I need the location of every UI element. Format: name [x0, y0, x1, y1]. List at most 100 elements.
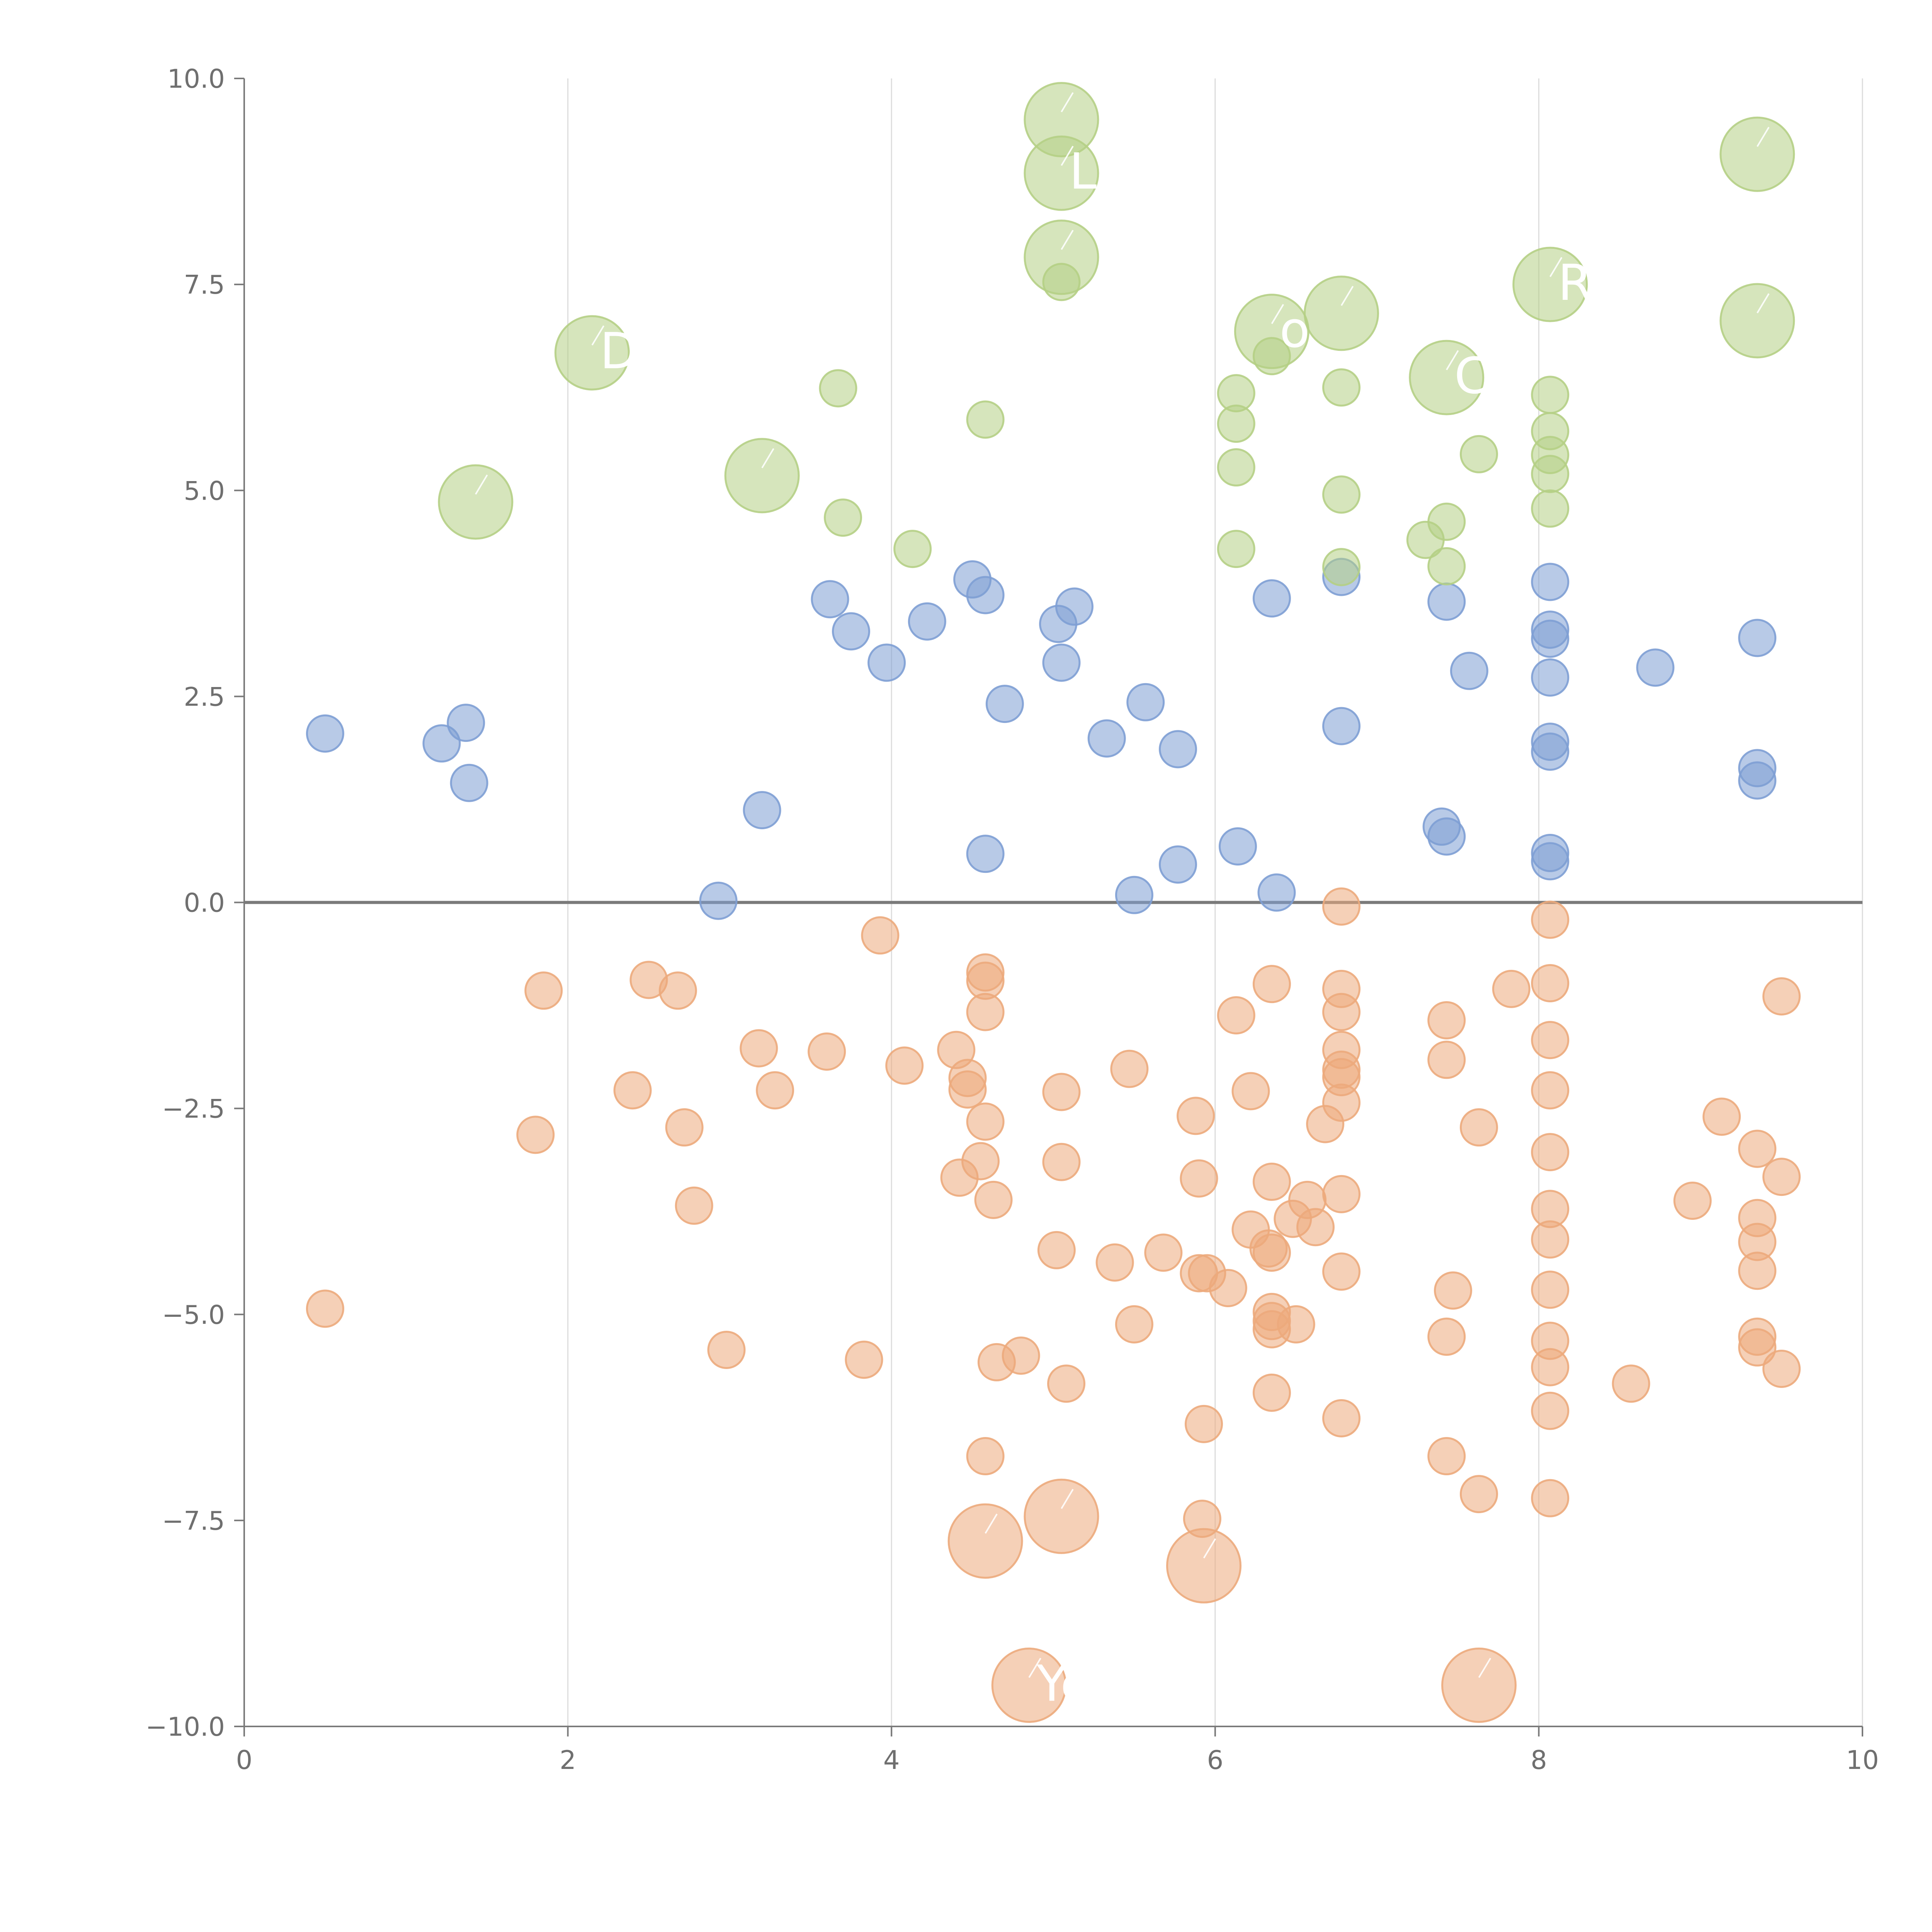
point-label: Co — [1454, 347, 1519, 405]
label-leader-line — [475, 474, 488, 495]
data-point — [1427, 1001, 1466, 1039]
data-point — [524, 971, 563, 1010]
highlighted-point — [1719, 116, 1795, 192]
y-tick-label: 10.0 — [167, 64, 225, 94]
label-leader-line — [591, 325, 605, 346]
data-point — [1531, 1071, 1570, 1110]
data-point — [1531, 1391, 1570, 1430]
data-point — [1296, 1208, 1335, 1247]
data-point — [1055, 587, 1094, 626]
label-leader-line — [1061, 92, 1074, 112]
data-point — [447, 704, 485, 742]
data-point — [845, 1340, 883, 1379]
highlighted-point — [1166, 1528, 1242, 1604]
data-point — [665, 1108, 704, 1147]
data-point — [1184, 1405, 1223, 1443]
data-point — [1427, 817, 1466, 856]
label-leader-line — [761, 448, 774, 468]
highlighted-point — [1303, 276, 1379, 351]
data-point — [1047, 1364, 1086, 1403]
data-point — [1257, 873, 1296, 912]
data-point — [699, 881, 738, 920]
data-point — [1427, 547, 1466, 585]
data-point — [1492, 969, 1531, 1008]
data-point — [966, 400, 1005, 439]
data-point — [1095, 1243, 1134, 1282]
data-point — [1531, 964, 1570, 1002]
point-label: D — [600, 323, 638, 380]
highlighted-point — [438, 464, 514, 540]
data-point — [1459, 435, 1498, 473]
data-point — [1037, 1231, 1076, 1269]
highlighted-point — [1719, 283, 1795, 359]
data-point — [1459, 1475, 1498, 1514]
highlighted-point — [1512, 247, 1588, 322]
data-point — [516, 1116, 555, 1154]
x-tick-label: 2 — [560, 1745, 576, 1775]
data-point — [1673, 1181, 1712, 1220]
x-tick-label: 4 — [883, 1745, 900, 1775]
data-point — [961, 1142, 1000, 1180]
data-point — [1738, 1252, 1777, 1290]
data-point — [867, 643, 906, 682]
data-point — [1531, 1021, 1570, 1060]
data-point — [908, 602, 946, 641]
y-tick-label: 5.0 — [184, 476, 225, 506]
data-point — [658, 971, 697, 1010]
data-point — [1459, 1108, 1498, 1147]
label-leader-line — [1549, 257, 1563, 277]
data-point — [811, 580, 849, 619]
data-point — [1126, 683, 1165, 721]
y-tick-label: 0.0 — [184, 888, 225, 918]
data-point — [1322, 1252, 1361, 1291]
data-point — [1158, 845, 1197, 884]
data-point — [893, 530, 932, 568]
data-point — [1434, 1271, 1472, 1310]
data-point — [1738, 1129, 1777, 1168]
highlighted-point — [1024, 1478, 1099, 1554]
point-label: Ye — [1036, 1655, 1091, 1713]
data-point — [743, 791, 781, 830]
highlighted-point — [947, 1503, 1023, 1579]
highlighted-point — [1441, 1647, 1517, 1723]
data-point — [1427, 582, 1466, 621]
x-tick-label: 0 — [236, 1745, 253, 1775]
data-point — [1322, 887, 1361, 926]
highlighted-point — [1024, 219, 1099, 295]
data-point — [1322, 475, 1361, 514]
data-point — [819, 369, 857, 408]
label-leader-line — [1061, 146, 1074, 166]
data-point — [1322, 1175, 1361, 1213]
data-point — [966, 1102, 1005, 1141]
data-point — [1180, 1159, 1218, 1198]
label-leader-line — [985, 1514, 998, 1534]
data-point — [1531, 842, 1570, 881]
label-leader-line — [1271, 304, 1284, 324]
data-point — [1531, 1133, 1570, 1172]
y-tick-label: 2.5 — [184, 682, 225, 712]
label-leader-line — [1478, 1658, 1492, 1678]
data-point — [1217, 448, 1255, 487]
y-tick-label: −10.0 — [146, 1712, 225, 1742]
data-point — [1531, 732, 1570, 771]
data-point — [1042, 1143, 1081, 1181]
x-tick-label: 10 — [1846, 1745, 1879, 1775]
label-leader-line — [1061, 230, 1074, 250]
data-point — [1158, 730, 1197, 769]
data-point — [1531, 900, 1570, 939]
data-point — [740, 1029, 778, 1068]
data-point — [1110, 1049, 1149, 1088]
data-point — [1002, 1336, 1040, 1375]
data-point — [707, 1330, 746, 1369]
data-point — [966, 835, 1005, 873]
label-leader-line — [1446, 350, 1459, 371]
highlighted-points: DLoxCoRYe — [438, 82, 1795, 1723]
data-point — [1531, 489, 1570, 528]
data-point — [824, 498, 862, 537]
data-point — [1252, 579, 1291, 618]
highlighted-point — [991, 1647, 1067, 1723]
data-point — [966, 993, 1005, 1031]
data-point — [948, 1070, 987, 1109]
data-point — [1144, 1233, 1183, 1272]
data-point — [1252, 1162, 1291, 1201]
